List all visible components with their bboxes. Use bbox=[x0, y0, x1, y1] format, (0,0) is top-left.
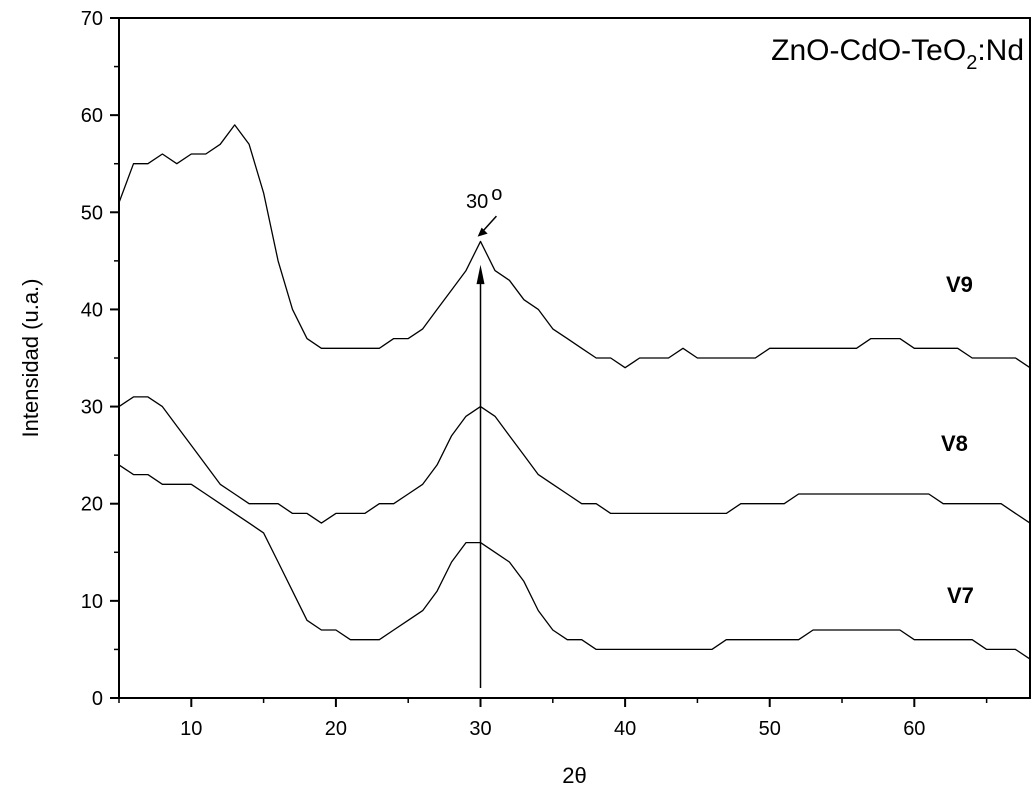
peak-marker-arrowhead bbox=[476, 264, 485, 285]
chart-title: ZnO-CdO-TeO2:Nd bbox=[771, 34, 1024, 74]
chart-title-suffix: :Nd bbox=[977, 34, 1024, 67]
y-tick-label: 30 bbox=[81, 397, 103, 419]
x-tick-label: 60 bbox=[903, 718, 925, 740]
x-tick-label: 10 bbox=[180, 718, 202, 740]
series-line-v9 bbox=[118, 124, 1031, 369]
y-tick-label: 70 bbox=[81, 8, 103, 30]
y-tick-label: 20 bbox=[81, 494, 103, 516]
annotation-layer bbox=[476, 215, 497, 688]
series-line-v7 bbox=[118, 464, 1031, 660]
peak-annotation-value: 30 bbox=[466, 191, 488, 213]
x-tick-label: 30 bbox=[469, 718, 491, 740]
series-line-v8 bbox=[118, 396, 1031, 524]
x-tick-label: 50 bbox=[759, 718, 781, 740]
y-tick-label: 10 bbox=[81, 591, 103, 613]
series-label-v8: V8 bbox=[941, 431, 968, 456]
x-tick-label: 20 bbox=[325, 718, 347, 740]
plot-frame bbox=[118, 17, 1031, 699]
chart-title-main: ZnO-CdO-TeO bbox=[771, 34, 966, 67]
series-label-v7: V7 bbox=[947, 583, 974, 608]
axis-layer: 10 20 30 40 50 60 0 10 20 30 40 50 60 70 bbox=[81, 8, 988, 740]
x-axis-title: 2θ bbox=[562, 763, 586, 788]
y-axis-title: Intensidad (u.a.) bbox=[18, 279, 43, 438]
y-tick-label: 50 bbox=[81, 202, 103, 224]
chart-title-subscript: 2 bbox=[966, 52, 977, 74]
series-layer: V9 V8 V7 bbox=[118, 124, 1031, 660]
peak-annotation-degree: o bbox=[491, 183, 502, 205]
x-tick-label: 40 bbox=[614, 718, 636, 740]
y-tick-label: 40 bbox=[81, 299, 103, 321]
annotation-pointer-arrowhead bbox=[477, 227, 488, 237]
y-tick-label: 60 bbox=[81, 105, 103, 127]
peak-annotation-label: 30 o bbox=[466, 183, 502, 213]
series-label-v9: V9 bbox=[946, 272, 973, 297]
y-tick-label: 0 bbox=[92, 688, 103, 710]
